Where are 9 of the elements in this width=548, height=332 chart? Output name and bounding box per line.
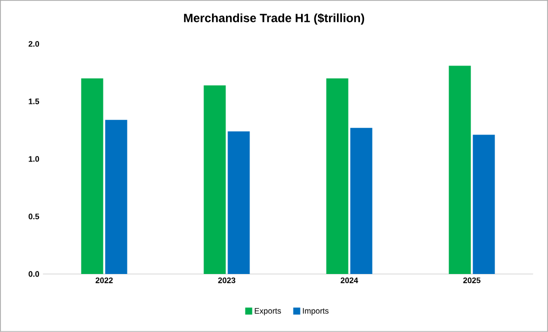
bar: [105, 120, 128, 274]
bar: [228, 131, 250, 274]
bar: [350, 128, 372, 274]
bar: [326, 78, 348, 274]
bar: [448, 66, 471, 274]
bar: [472, 134, 495, 274]
bar: [81, 78, 104, 274]
bar: [204, 85, 226, 274]
chart-title: Merchandise Trade H1 ($trillion): [184, 13, 364, 25]
